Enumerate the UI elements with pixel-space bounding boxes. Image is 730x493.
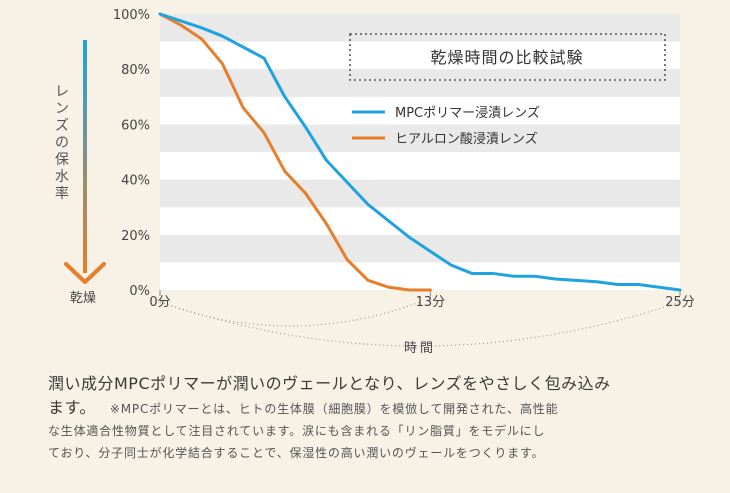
note-line-1: ※MPCポリマーとは、ヒトの生体膜（細胞膜）を模倣して開発された、高性能 [109, 402, 559, 416]
grid-band [160, 207, 680, 235]
grid-band [160, 152, 680, 180]
note-line-3: ており、分子同士が化学結合することで、保湿性の高い潤いのヴェールをつくります。 [48, 446, 545, 460]
grid-band [160, 179, 680, 208]
time-arc-13 [159, 301, 421, 327]
grid-band [160, 262, 680, 290]
grid-band [160, 124, 680, 152]
legend-label: MPCポリマー浸漬レンズ [395, 105, 540, 121]
note-line-2: な生体適合性物質として注目されています。涙にも含まれる「リン脂質」をモデルにし [48, 424, 546, 438]
x-tick-labels: 0分 13分 25分 [149, 290, 695, 310]
grid-band [160, 234, 680, 263]
grid-band [160, 41, 680, 70]
y-tick-label: 0% [129, 284, 150, 299]
y-tick-label: 20% [121, 229, 150, 244]
grid-band [160, 69, 680, 97]
lead-line-2: ます。 [48, 398, 96, 417]
y-tick-label: 100% [113, 8, 150, 23]
series-line [158, 12, 432, 292]
y-tick-label: 40% [121, 174, 150, 189]
y-tick-labels: 0% 20% 40% 60% 80% 100% [113, 8, 150, 299]
y-axis-label: レンズの保水率 [55, 84, 69, 202]
legend-label: ヒアルロン酸浸漬レンズ [395, 131, 538, 147]
series-lines [158, 12, 682, 292]
y-tick-label: 60% [121, 118, 150, 133]
chart-title: 乾燥時間の比較試験 [430, 48, 583, 67]
y-axis-arrow-head [64, 262, 106, 284]
dry-time-chart: 0%20%40%60%80%100% 0分 13分 25分 レンズの保水率 乾燥 乾… [55, 8, 695, 356]
grid-band [160, 14, 680, 42]
plot-background [160, 14, 680, 290]
x-tick-label: 13分 [416, 295, 446, 310]
x-tick-label: 25分 [665, 295, 695, 310]
series-line [158, 12, 682, 292]
dry-label: 乾燥 [70, 291, 96, 306]
description-lead: 潤い成分MPCポリマーが潤いのヴェールとなり、レンズをやさしく包み込み ます。 ※… [48, 372, 698, 420]
y-tick-label: 80% [121, 63, 150, 78]
time-arc-25 [159, 301, 681, 347]
description: 潤い成分MPCポリマーが潤いのヴェールとなり、レンズをやさしく包み込み ます。 ※… [48, 372, 698, 464]
y-axis-arrow-shaft [83, 40, 87, 273]
x-axis-label: 時間 [404, 341, 436, 356]
lead-line-1: 潤い成分MPCポリマーが潤いのヴェールとなり、レンズをやさしく包み込み [48, 374, 611, 393]
